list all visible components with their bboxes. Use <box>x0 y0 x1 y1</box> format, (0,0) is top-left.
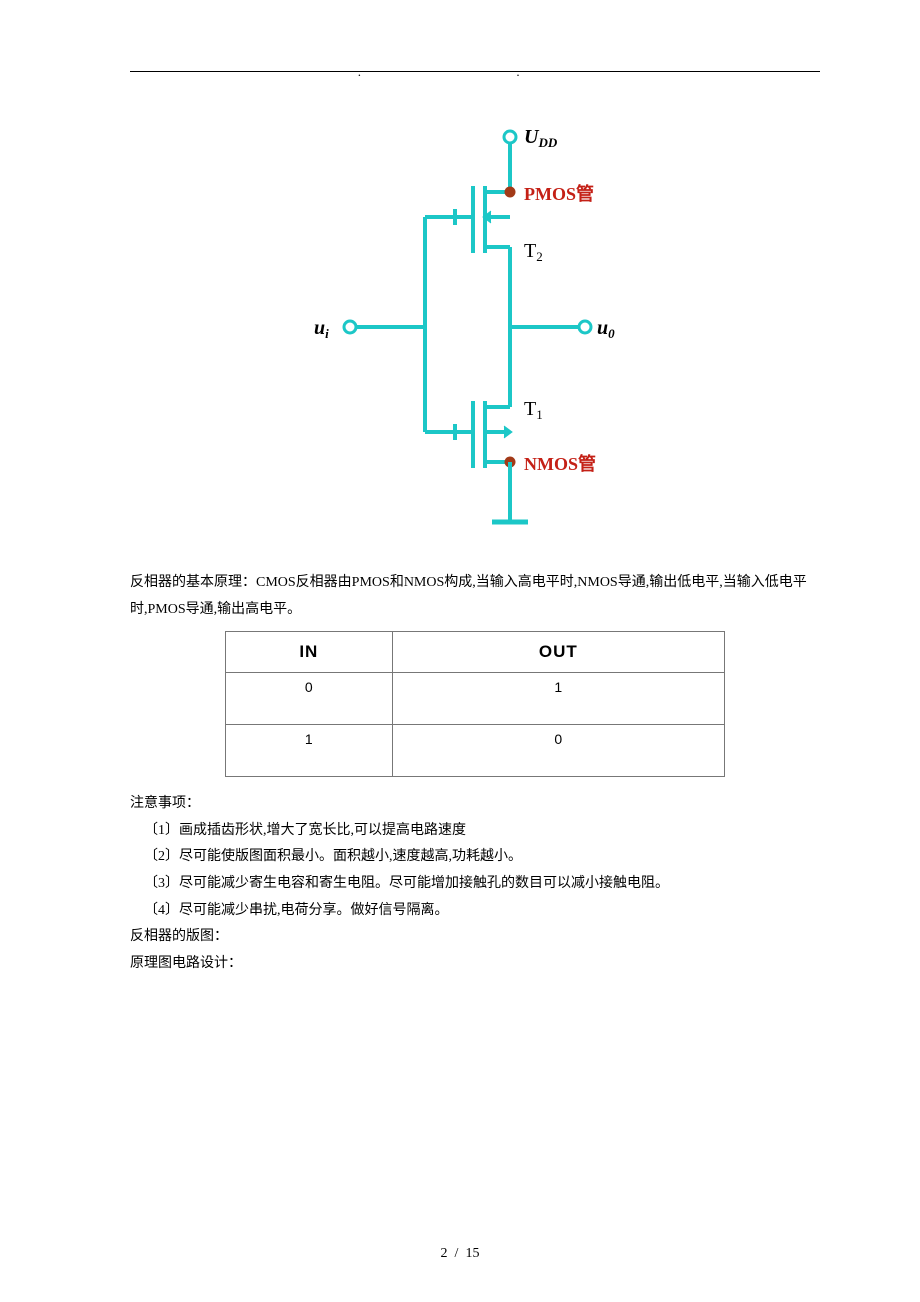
page-footer: 2 / 15 <box>0 1246 920 1262</box>
table-row: 1 0 <box>226 725 725 777</box>
th-in: IN <box>226 632 393 673</box>
notes-list: 〔1〕画成插齿形状,增大了宽长比,可以提高电路速度 〔2〕尽可能使版图面积最小。… <box>130 818 820 924</box>
layout-label: 反相器的版图： <box>130 924 820 951</box>
header-rule: . . <box>130 70 820 72</box>
svg-text:UDD: UDD <box>524 126 558 150</box>
page-container: . . UDD PMOS管 T2 ui u0 T1 NMOS管 反相器的基本原理：CMOS反… <box>0 0 920 1302</box>
th-out: OUT <box>392 632 724 673</box>
page-total: 15 <box>465 1246 479 1261</box>
circuit-diagram-wrap: UDD PMOS管 T2 ui u0 T1 NMOS管 <box>130 112 820 542</box>
schematic-label: 原理图电路设计： <box>130 951 820 978</box>
note-item: 〔2〕尽可能使版图面积最小。面积越小,速度越高,功耗越小。 <box>130 844 820 871</box>
notes-title: 注意事项： <box>130 791 820 818</box>
td-cell: 1 <box>226 725 393 777</box>
svg-text:NMOS管: NMOS管 <box>524 453 596 474</box>
td-cell: 0 <box>392 725 724 777</box>
td-cell: 0 <box>226 673 393 725</box>
svg-text:PMOS管: PMOS管 <box>524 183 594 204</box>
note-item: 〔3〕尽可能减少寄生电容和寄生电阻。尽可能增加接触孔的数目可以减小接触电阻。 <box>130 871 820 898</box>
principle-text: 反相器的基本原理：CMOS反相器由PMOS和NMOS构成,当输入高电平时,NMO… <box>130 570 820 623</box>
table-header-row: IN OUT <box>226 632 725 673</box>
td-cell: 1 <box>392 673 724 725</box>
page-number: 2 <box>441 1246 448 1261</box>
page-sep: / <box>455 1246 459 1261</box>
note-item: 〔1〕画成插齿形状,增大了宽长比,可以提高电路速度 <box>130 818 820 845</box>
cmos-inverter-diagram: UDD PMOS管 T2 ui u0 T1 NMOS管 <box>305 112 645 542</box>
truth-table: IN OUT 0 1 1 0 <box>225 631 725 777</box>
svg-text:u0: u0 <box>597 317 615 341</box>
svg-text:ui: ui <box>314 317 329 341</box>
table-row: 0 1 <box>226 673 725 725</box>
header-dot-left: . <box>358 64 361 80</box>
note-item: 〔4〕尽可能减少串扰,电荷分享。做好信号隔离。 <box>130 898 820 925</box>
header-dot-right: . <box>516 64 519 80</box>
svg-text:T2: T2 <box>524 240 543 264</box>
svg-text:T1: T1 <box>524 398 543 422</box>
